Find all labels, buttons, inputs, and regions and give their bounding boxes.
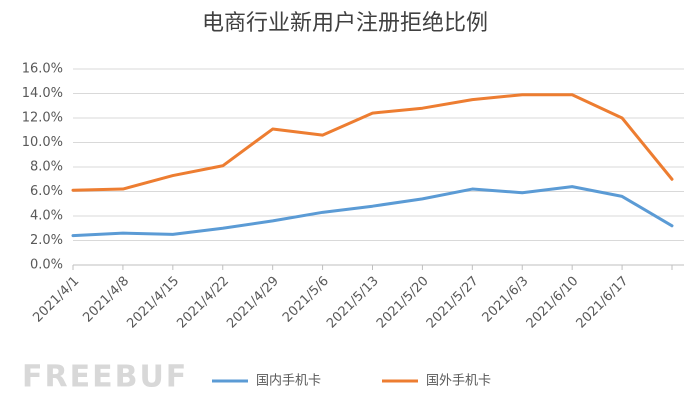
watermark: FREEBUF <box>22 360 188 395</box>
y-tick-label: 2.0% <box>30 233 63 248</box>
y-tick-label: 10.0% <box>22 135 63 150</box>
y-tick-label: 14.0% <box>22 86 63 101</box>
series-line <box>71 93 674 192</box>
series-line <box>71 185 674 238</box>
y-tick-label: 4.0% <box>30 209 63 224</box>
y-tick-label: 12.0% <box>22 111 63 126</box>
y-tick-label: 8.0% <box>30 160 63 175</box>
legend-label: 国外手机卡 <box>426 374 491 389</box>
y-tick-label: 16.0% <box>22 62 63 77</box>
chart-title: 电商行业新用户注册拒绝比例 <box>202 11 488 36</box>
y-tick-label: 0.0% <box>30 258 63 273</box>
legend-label: 国内手机卡 <box>256 373 321 389</box>
y-tick-label: 6.0% <box>30 184 63 199</box>
